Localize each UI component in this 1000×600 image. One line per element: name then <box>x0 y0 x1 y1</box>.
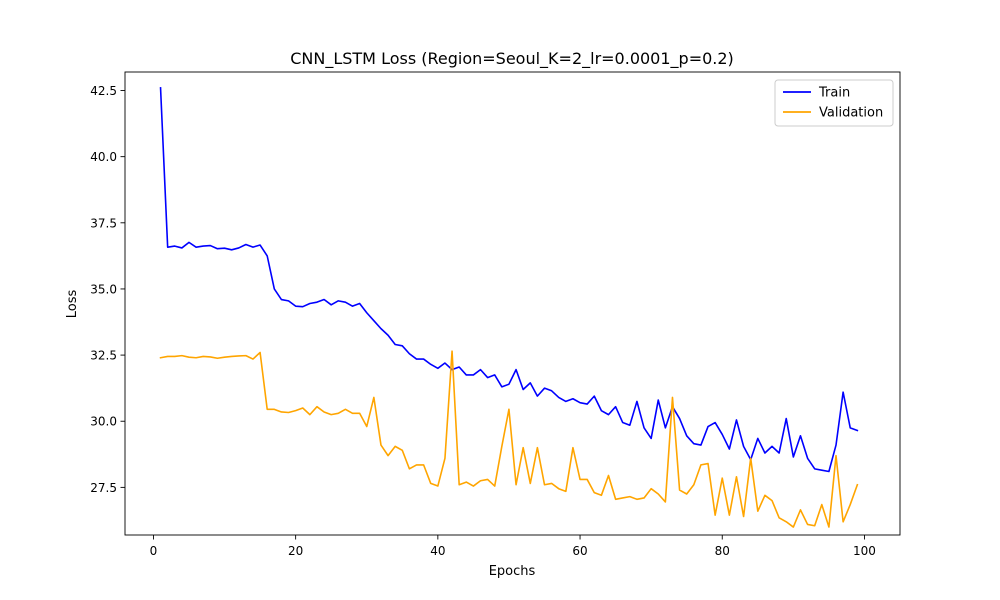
series-line-validation <box>159 350 859 528</box>
x-tick-label: 60 <box>572 544 587 558</box>
x-tick-label: 40 <box>430 544 445 558</box>
chart-title: CNN_LSTM Loss (Region=Seoul_K=2_lr=0.000… <box>290 49 734 69</box>
y-tick-label: 27.5 <box>90 481 117 495</box>
y-tick-label: 37.5 <box>90 216 117 230</box>
y-axis-label: Loss <box>65 290 80 319</box>
legend-label-validation: Validation <box>819 106 883 121</box>
series-line-train <box>159 87 859 473</box>
y-tick-label: 42.5 <box>90 84 117 98</box>
x-tick-label: 80 <box>715 544 730 558</box>
axes-frame <box>124 71 901 536</box>
legend: Train Validation <box>774 79 894 127</box>
legend-label-train: Train <box>818 86 850 101</box>
x-tick-label: 0 <box>150 544 158 558</box>
x-axis-label: Epochs <box>489 564 536 579</box>
y-tick-label: 35.0 <box>90 282 117 296</box>
x-tick-label: 100 <box>853 544 876 558</box>
y-tick-label: 30.0 <box>90 415 117 429</box>
plot-area: 0 20 40 60 80 100 27.5 30.0 32.5 35.0 37.5 40.0 42.5 <box>90 71 901 558</box>
y-tick-label: 32.5 <box>90 349 117 363</box>
x-tick-label: 20 <box>288 544 303 558</box>
y-tick-label: 40.0 <box>90 150 117 164</box>
